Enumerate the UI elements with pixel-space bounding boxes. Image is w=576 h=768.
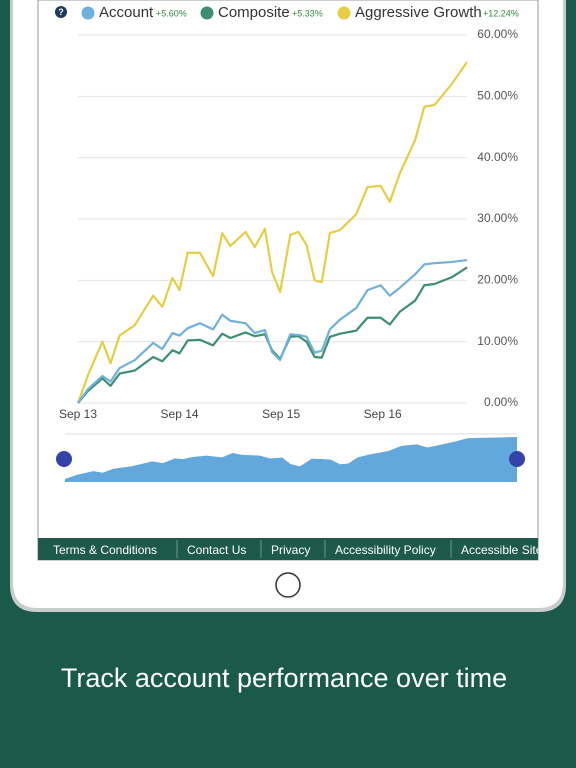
legend-change: +5.33% [292,8,323,18]
y-tick-label: 30.00% [477,211,518,225]
y-tick-label: 40.00% [477,150,518,164]
series-line [76,61,468,404]
help-glyph: ? [58,7,64,17]
legend-label: Aggressive Growth [355,4,482,21]
footer-link[interactable]: Accessibility Policy [335,543,436,557]
footer-link[interactable]: Contact Us [187,543,246,557]
x-tick-label: Sep 15 [262,407,300,421]
y-tick-label: 60.00% [477,27,518,41]
x-tick-label: Sep 14 [161,407,199,421]
home-button[interactable] [275,572,301,598]
footer-link[interactable]: Accessible Site [461,543,543,557]
range-handle[interactable] [56,451,72,467]
legend-change: +5.60% [156,8,187,18]
legend-marker [200,6,214,20]
footer-link[interactable]: Privacy [271,543,310,557]
legend-marker [81,6,95,20]
chart: ? 0.00% 10.00% 20.00% 30.00% 40.00% 50.00% 60.… [55,4,525,482]
y-tick-label: 50.00% [477,89,518,103]
legend-label: Composite [218,4,290,21]
footer-bar [38,538,538,560]
x-tick-label: Sep 16 [364,407,402,421]
navigator-area [65,437,517,482]
caption: Track account performance over time [61,663,507,693]
series-line [77,259,468,404]
y-tick-label: 20.00% [477,273,518,287]
legend-label: Account [99,4,154,21]
range-handle[interactable] [509,451,525,467]
y-tick-label: 10.00% [477,334,518,348]
legend-marker [337,6,351,20]
footer-link[interactable]: Terms & Conditions [53,543,157,557]
footer: Terms & Conditions Contact Us Privacy Acces… [38,538,543,560]
legend-change: +12.24% [483,8,519,18]
y-tick-label: 0.00% [484,395,518,409]
help-icon[interactable] [55,6,67,18]
x-tick-label: Sep 13 [59,407,97,421]
